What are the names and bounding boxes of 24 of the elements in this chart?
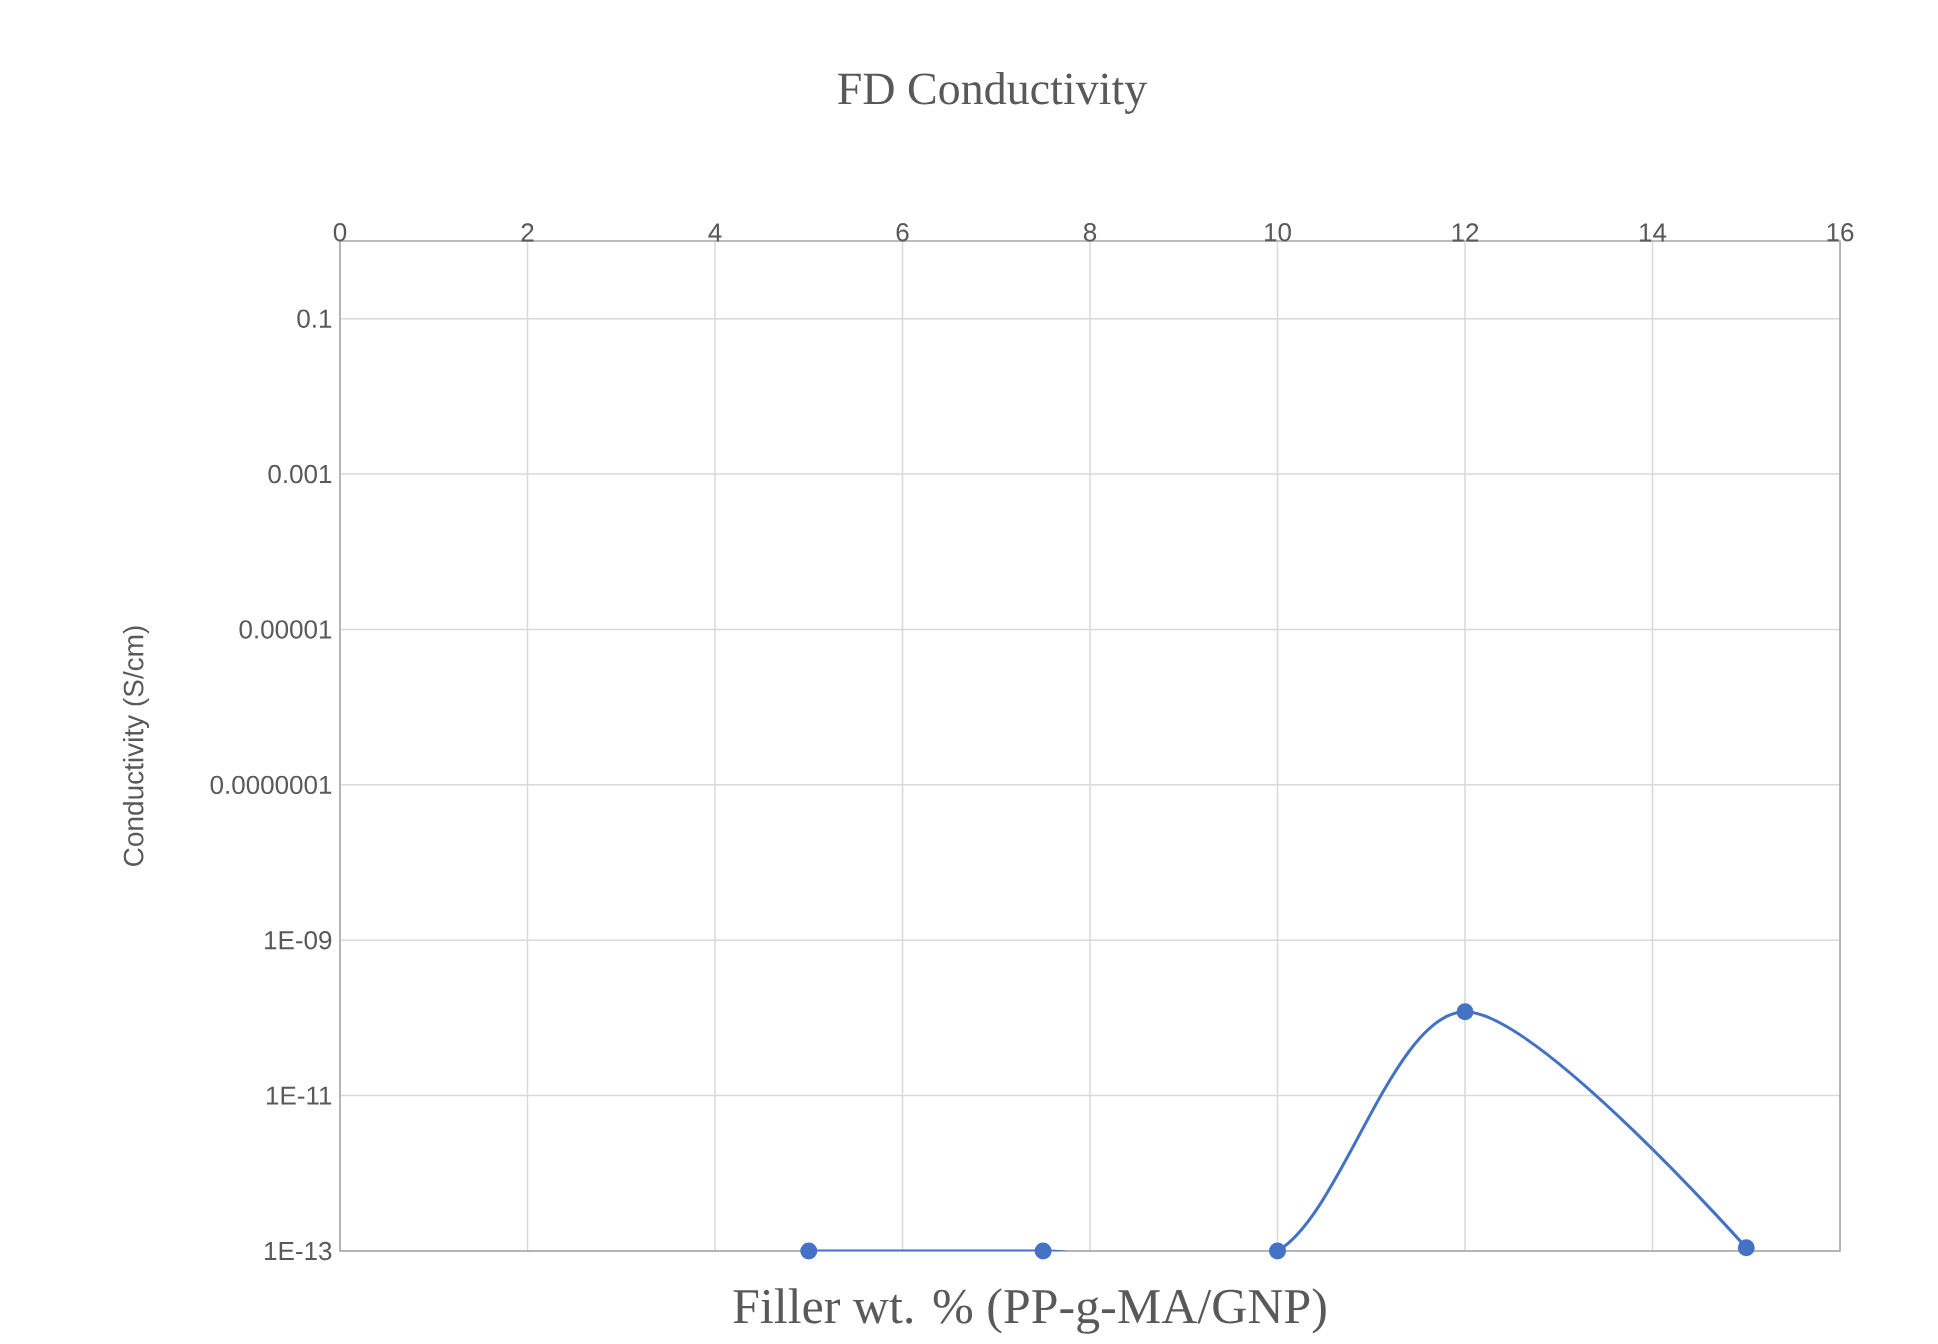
y-tick-label: 1E-13 xyxy=(265,1241,332,1261)
point xyxy=(1034,1242,1052,1260)
x-tick-label: 12 xyxy=(1452,223,1479,242)
x-tick-label: 14 xyxy=(1640,223,1667,242)
point xyxy=(1269,1242,1287,1260)
x-tick-label: 10 xyxy=(1265,223,1291,242)
x-tick-label: 6 xyxy=(896,223,909,242)
point xyxy=(1456,1003,1474,1021)
point xyxy=(1737,1239,1755,1257)
x-axis-title: Filler wt. % (PP-g-MA/GNP) xyxy=(733,1288,1326,1334)
point xyxy=(800,1242,818,1260)
y-tick-label: 1E-09 xyxy=(265,931,332,950)
y-tick-label: 0.001 xyxy=(268,464,332,484)
y-tick-label: 0.1 xyxy=(297,309,332,328)
y-tick-label: 1E-11 xyxy=(266,1086,332,1105)
x-tick-label: 4 xyxy=(708,223,722,242)
y-tick-label: 0.00001 xyxy=(239,620,332,639)
y-tick-label: 0.0000001 xyxy=(210,775,332,795)
x-tick-label: 0 xyxy=(333,223,347,242)
x-tick-label: 8 xyxy=(1083,223,1097,242)
x-tick-label: 16 xyxy=(1827,223,1854,242)
x-tick-label: 2 xyxy=(521,223,534,242)
chart-title: FD Conductivity xyxy=(838,72,1148,114)
y-axis-title: Conductivity (S/cm) xyxy=(122,626,150,866)
